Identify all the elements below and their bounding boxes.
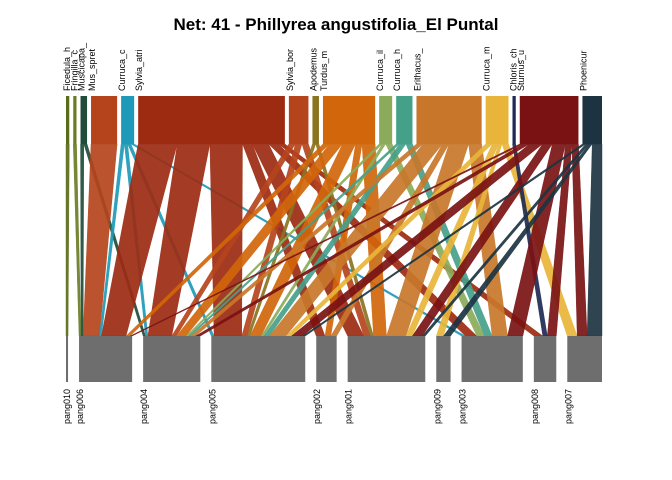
link-Fringilla_c-pang006 xyxy=(73,143,82,337)
link-Muscicapa_-pang006 xyxy=(80,143,84,337)
lower-level-boxes xyxy=(66,336,602,382)
higher-node-box xyxy=(582,96,602,144)
higher-node-box xyxy=(138,96,285,144)
lower-node-box xyxy=(533,336,557,382)
higher-node-label: Curruca_c xyxy=(117,49,127,91)
link-Ficedula_h-pang010 xyxy=(65,143,70,337)
lower-node-label: pang002 xyxy=(312,389,322,424)
higher-node-label: Curruca_il xyxy=(375,50,385,91)
higher-node-box xyxy=(416,96,482,144)
link-Sturnus_u-pang007 xyxy=(571,143,588,337)
higher-node-label: Phoenicur xyxy=(578,50,588,91)
higher-node-box xyxy=(80,96,88,144)
higher-node-box xyxy=(322,96,376,144)
lower-node-label: pang009 xyxy=(432,389,442,424)
higher-node-label: Erithacus_ xyxy=(412,47,422,91)
lower-node-box xyxy=(211,336,306,382)
higher-node-label: Sturnus_u xyxy=(516,50,526,91)
higher-node-box xyxy=(512,96,516,144)
chart-title: Net: 41 - Phillyrea angustifolia_El Punt… xyxy=(174,15,499,34)
lower-node-label: pang004 xyxy=(139,389,149,424)
higher-node-label: Curruca_h xyxy=(392,49,402,91)
lower-node-box xyxy=(567,336,602,382)
higher-node-label: Mus_spret xyxy=(87,48,97,91)
links-layer xyxy=(65,143,603,337)
lower-level-labels: pang010 pang006 pang004 pang005 pang002 pang0… xyxy=(62,389,573,424)
lower-node-label: pang005 xyxy=(207,389,217,424)
higher-node-box xyxy=(485,96,509,144)
lower-node-box xyxy=(347,336,426,382)
lower-node-box xyxy=(143,336,201,382)
higher-node-box xyxy=(288,96,309,144)
lower-node-label: pang008 xyxy=(530,389,540,424)
lower-node-label: pang006 xyxy=(75,389,85,424)
higher-node-label: Fringilla_c xyxy=(69,49,79,91)
lower-node-box xyxy=(66,336,69,382)
higher-node-box xyxy=(91,96,118,144)
lower-node-label: pang001 xyxy=(344,389,354,424)
lower-node-box xyxy=(436,336,451,382)
higher-node-label: Muscicapa_ xyxy=(77,42,87,91)
higher-node-box xyxy=(396,96,413,144)
higher-node-label: Ficedula_h xyxy=(62,47,72,91)
lower-node-label: pang010 xyxy=(62,389,72,424)
higher-node-label: Curruca_m xyxy=(482,46,492,91)
higher-node-box xyxy=(379,96,393,144)
higher-level-boxes xyxy=(66,96,602,144)
higher-node-box xyxy=(66,96,70,144)
higher-node-label: Apodemus xyxy=(308,47,318,91)
higher-node-box xyxy=(121,96,135,144)
lower-node-label: pang007 xyxy=(563,389,573,424)
lower-node-box xyxy=(316,336,337,382)
higher-node-label: Chloris_ch xyxy=(508,48,518,91)
lower-node-box xyxy=(79,336,133,382)
higher-node-box xyxy=(312,96,319,144)
higher-node-label: Sylvia_bor xyxy=(285,49,295,91)
higher-node-label: Turdus_m xyxy=(319,51,329,91)
higher-node-label: Sylvia_atri xyxy=(134,49,144,91)
lower-node-box xyxy=(461,336,523,382)
link-Phoenicur-pang007 xyxy=(586,143,603,337)
higher-node-box xyxy=(73,96,77,144)
lower-node-label: pang003 xyxy=(458,389,468,424)
higher-node-box xyxy=(519,96,579,144)
